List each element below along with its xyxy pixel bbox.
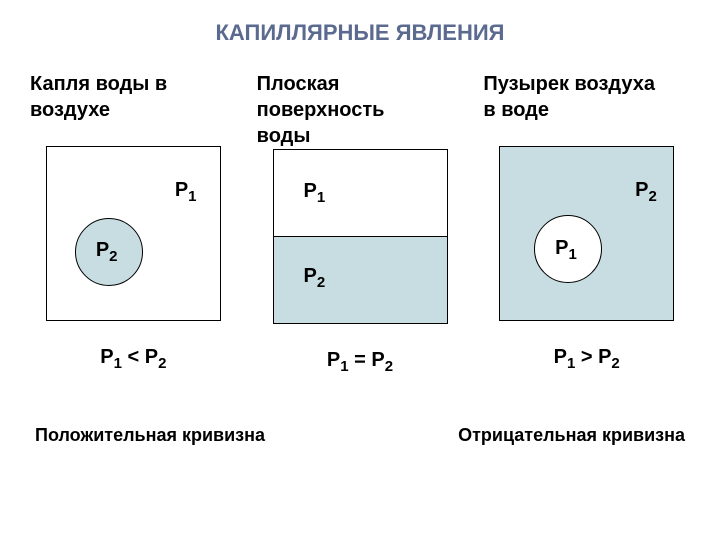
col-droplet: Капля воды в воздухе P1 P2 P1 < P2 bbox=[30, 71, 237, 375]
note-positive: Положительная кривизна bbox=[35, 425, 265, 446]
col-bubble: Пузырек воздуха в воде P2 P1 P1 > P2 bbox=[483, 71, 690, 375]
col-flat: Плоская поверхность воды P1 P2 P1 = P2 bbox=[257, 71, 464, 375]
relation-2: P1 = P2 bbox=[327, 349, 393, 375]
label-p2-inner: P2 bbox=[96, 239, 118, 265]
flat-top-half bbox=[274, 150, 447, 238]
diagram-row: Капля воды в воздухе P1 P2 P1 < P2 Плоск… bbox=[30, 71, 690, 375]
relation-3: P1 > P2 bbox=[554, 346, 620, 372]
box-droplet: P1 P2 bbox=[46, 146, 221, 321]
note-negative: Отрицательная кривизна bbox=[458, 425, 685, 446]
subtitle-1: Капля воды в воздухе bbox=[30, 71, 167, 146]
label-p1-top: P1 bbox=[304, 180, 326, 206]
flat-bottom-half bbox=[274, 236, 447, 323]
subtitle-2: Плоская поверхность воды bbox=[257, 71, 385, 149]
box-flat: P1 P2 bbox=[273, 149, 448, 324]
box-bubble: P2 P1 bbox=[499, 146, 674, 321]
label-p1-inner: P1 bbox=[555, 237, 577, 263]
relation-1: P1 < P2 bbox=[100, 346, 166, 372]
label-p1-outer: P1 bbox=[175, 179, 197, 205]
page-title: КАПИЛЛЯРНЫЕ ЯВЛЕНИЯ bbox=[30, 20, 690, 46]
label-p2-outer: P2 bbox=[635, 179, 657, 205]
label-p2-bottom: P2 bbox=[304, 265, 326, 291]
bottom-notes-row: Положительная кривизна Отрицательная кри… bbox=[30, 400, 690, 446]
subtitle-3: Пузырек воздуха в воде bbox=[483, 71, 655, 146]
